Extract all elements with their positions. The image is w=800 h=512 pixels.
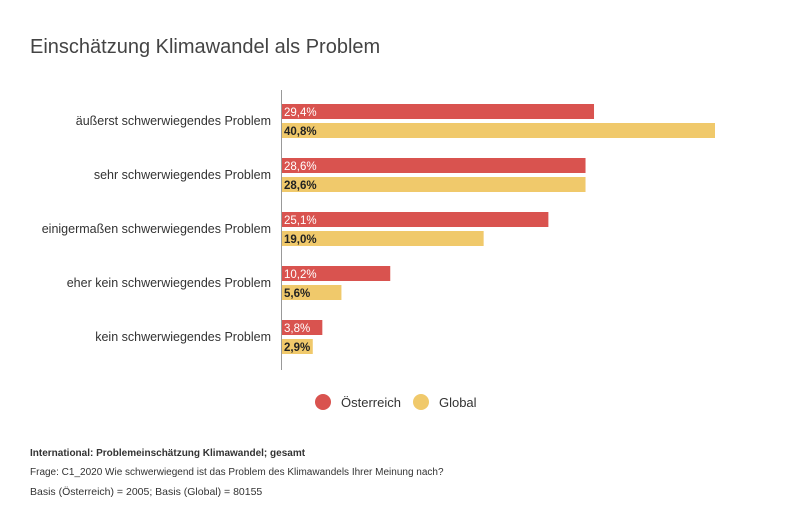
bar-oesterreich[interactable] bbox=[282, 212, 549, 227]
bar-oesterreich[interactable] bbox=[282, 104, 595, 119]
bar-global[interactable] bbox=[282, 231, 484, 246]
footnote-question: Frage: C1_2020 Wie schwerwiegend ist das… bbox=[30, 467, 444, 478]
data-label: 28,6% bbox=[284, 161, 317, 173]
chart-title: Einschätzung Klimawandel als Problem bbox=[30, 36, 381, 58]
legend-label-global: Global bbox=[438, 394, 477, 410]
category-label: sehr schwerwiegendes Problem bbox=[94, 168, 271, 182]
legend: Österreich Global bbox=[315, 394, 489, 410]
category-label: kein schwerwiegendes Problem bbox=[95, 330, 271, 344]
category-label: eher kein schwerwiegendes Problem bbox=[67, 276, 271, 290]
data-label: 29,4% bbox=[284, 107, 317, 119]
category-label: äußerst schwerwiegendes Problem bbox=[76, 114, 271, 128]
data-label: 10,2% bbox=[284, 269, 317, 281]
data-label: 40,8% bbox=[284, 126, 317, 138]
bar-global[interactable] bbox=[282, 339, 313, 354]
bar-oesterreich[interactable] bbox=[282, 266, 391, 281]
category-label: einigermaßen schwerwiegendes Problem bbox=[42, 222, 271, 236]
legend-item-global[interactable]: Global bbox=[412, 394, 477, 410]
bar-oesterreich[interactable] bbox=[282, 158, 586, 173]
data-label: 3,8% bbox=[284, 323, 310, 335]
data-label: 19,0% bbox=[284, 234, 317, 246]
data-label: 25,1% bbox=[284, 215, 317, 227]
footnote-basis: Basis (Österreich) = 2005; Basis (Global… bbox=[30, 486, 263, 498]
data-label: 28,6% bbox=[284, 180, 317, 192]
legend-label-oesterreich: Österreich bbox=[341, 394, 401, 410]
data-label: 2,9% bbox=[284, 342, 310, 354]
legend-marker-oesterreich bbox=[315, 394, 331, 410]
legend-marker-global bbox=[412, 394, 429, 410]
bar-oesterreich[interactable] bbox=[282, 320, 323, 335]
legend-item-oesterreich[interactable]: Österreich bbox=[315, 394, 401, 410]
data-label: 5,6% bbox=[284, 288, 310, 300]
bar-global[interactable] bbox=[282, 285, 342, 300]
footnotes: International: Problemeinschätzung Klima… bbox=[30, 448, 444, 498]
bar-global[interactable] bbox=[282, 177, 586, 192]
footnote-source: International: Problemeinschätzung Klima… bbox=[30, 448, 306, 459]
bar-global[interactable] bbox=[282, 123, 715, 138]
